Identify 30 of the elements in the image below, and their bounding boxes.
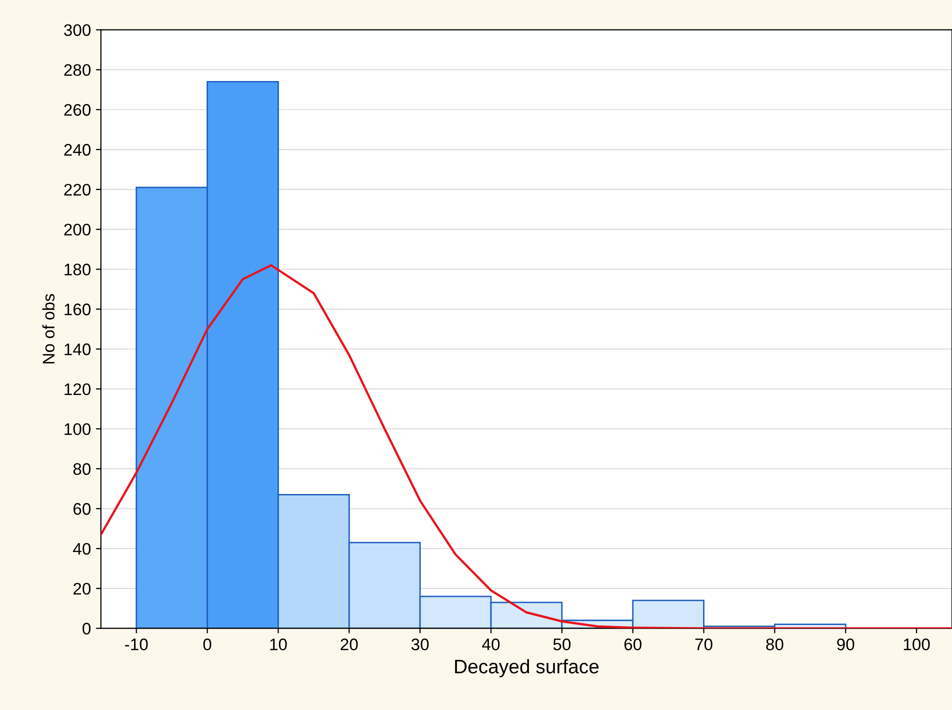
- y-tick-label: 100: [64, 423, 91, 436]
- x-tick-label: 60: [624, 638, 642, 650]
- x-tick-label: 0: [203, 638, 212, 650]
- y-axis-title: No of obs: [42, 294, 55, 364]
- y-tick-label: 60: [74, 503, 91, 515]
- x-tick-label: 50: [553, 638, 571, 650]
- x-tick-label: 20: [340, 638, 358, 650]
- y-tick-label: 140: [64, 343, 91, 356]
- y-tick-label: 240: [64, 144, 91, 156]
- y-tick-label: 80: [73, 463, 91, 475]
- y-tick-label: 40: [73, 542, 91, 555]
- y-tick-label: 220: [64, 184, 91, 196]
- x-tick-label: 100: [904, 638, 930, 650]
- x-tick-label: 10: [270, 638, 287, 650]
- x-tick-label: 30: [411, 638, 429, 650]
- x-tick-label: 80: [766, 638, 784, 650]
- x-tick-label: 40: [482, 638, 500, 650]
- x-tick-label: 70: [695, 638, 712, 650]
- y-tick-label: 0: [82, 622, 91, 635]
- y-tick-label: 180: [64, 264, 91, 276]
- y-tick-label: 120: [64, 383, 91, 396]
- y-tick-label: 200: [64, 224, 91, 236]
- y-tick-label: 160: [64, 304, 91, 316]
- y-tick-label: 280: [64, 64, 91, 76]
- y-tick-label: 260: [64, 104, 91, 116]
- y-tick-label: 300: [64, 24, 91, 36]
- x-tick-label: 90: [837, 638, 854, 650]
- x-axis-title: Decayed surface: [455, 659, 599, 678]
- y-tick-label: 20: [73, 582, 91, 595]
- x-tick-label: -10: [125, 638, 148, 650]
